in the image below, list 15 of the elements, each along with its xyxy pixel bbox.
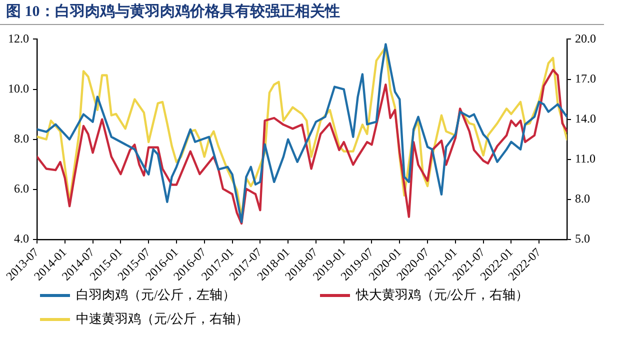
y2-tick-label: 8.0 <box>575 192 590 206</box>
legend-label: 白羽肉鸡（元/公斤，左轴） <box>76 286 236 304</box>
y2-tick-label: 11.0 <box>575 152 596 166</box>
y2-tick-label: 17.0 <box>575 71 596 86</box>
y-tick-label: 4.0 <box>14 232 29 246</box>
y2-tick-label: 5.0 <box>575 232 590 246</box>
legend-label: 中速黄羽鸡（元/公斤，右轴） <box>76 310 249 328</box>
y-tick-label: 6.0 <box>14 182 29 196</box>
y2-tick-label: 20.0 <box>575 31 596 46</box>
legend-label: 快大黄羽鸡（元/公斤，右轴） <box>356 286 529 304</box>
y2-tick-label: 14.0 <box>575 111 596 126</box>
chart-title: 图 10：白羽肉鸡与黄羽肉鸡价格具有较强正相关性 <box>6 2 340 21</box>
y-tick-label: 10.0 <box>8 81 29 96</box>
y-tick-label: 12.0 <box>8 31 29 46</box>
y-tick-label: 8.0 <box>14 132 29 146</box>
